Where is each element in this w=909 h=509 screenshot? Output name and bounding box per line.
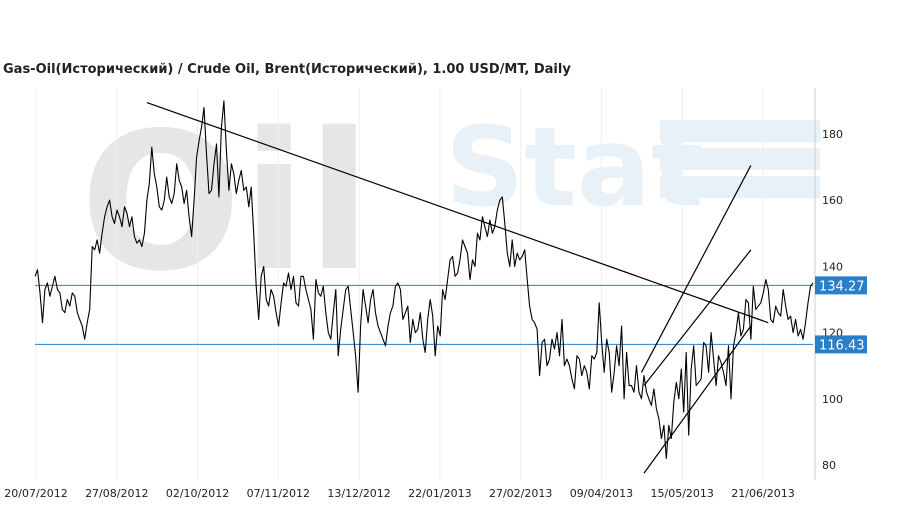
watermark-oil-text: Oil	[80, 92, 372, 313]
oilstat-watermark: Oil Stat	[80, 92, 820, 313]
y-tick-label-0: 80	[822, 459, 836, 472]
y-tick-label-3: 140	[822, 260, 843, 273]
x-tick-label-9: 21/06/2013	[731, 487, 794, 500]
watermark-bar-1	[660, 120, 820, 142]
level-badge-1	[815, 335, 867, 354]
x-tick-label-6: 27/02/2013	[489, 487, 552, 500]
level-labels: 134.27 116.43	[815, 276, 867, 354]
level-label-0: 134.27	[819, 279, 865, 294]
y-tick-label-4: 160	[822, 194, 843, 207]
x-tick-label-2: 02/10/2012	[166, 487, 229, 500]
x-tick-label-5: 22/01/2013	[408, 487, 471, 500]
x-tick-label-3: 07/11/2012	[247, 487, 310, 500]
x-tick-label-7: 09/04/2013	[570, 487, 633, 500]
trendline-3	[643, 325, 752, 474]
chart-title: Gas-Oil(Исторический) / Crude Oil, Brent…	[3, 62, 571, 77]
watermark-bar-2	[660, 148, 820, 170]
spread-series-line	[34, 100, 814, 459]
x-tick-label-4: 13/12/2012	[327, 487, 390, 500]
x-tick-label-0: 20/07/2012	[4, 487, 67, 500]
x-axis-ticks: 20/07/2012 27/08/2012 02/10/2012 07/11/2012…	[4, 487, 794, 500]
trendline-2	[643, 249, 752, 386]
y-tick-label-1: 100	[822, 393, 843, 406]
x-tick-label-1: 27/08/2012	[85, 487, 148, 500]
trendline-0	[146, 101, 769, 324]
level-badge-0	[815, 276, 867, 295]
level-label-1: 116.43	[819, 338, 865, 353]
x-tick-label-8: 15/05/2013	[651, 487, 714, 500]
y-tick-label-5: 180	[822, 128, 843, 141]
trendline-1	[640, 165, 752, 373]
vertical-grid	[35, 88, 764, 480]
